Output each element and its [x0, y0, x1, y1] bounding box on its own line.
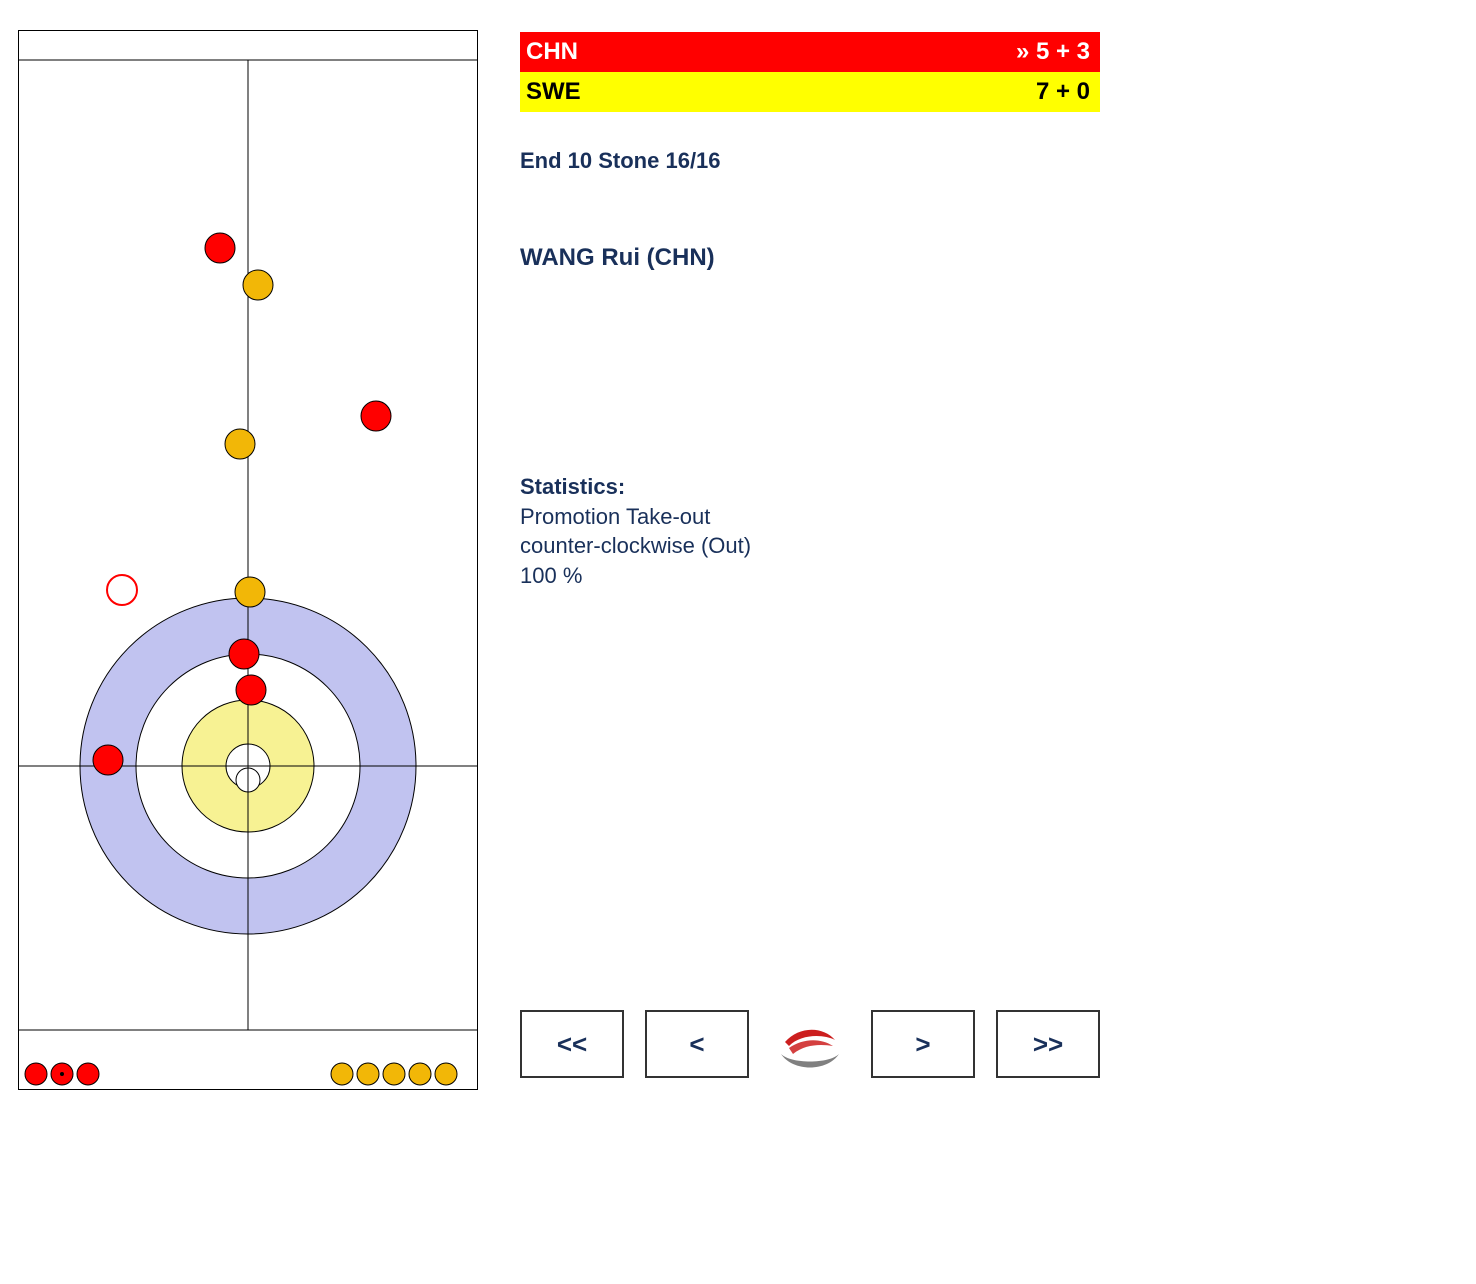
team-b-code: SWE: [526, 78, 581, 106]
curling-sheet-svg: [18, 30, 478, 1090]
score-row-team-a: CHN » 5 + 3: [520, 32, 1100, 72]
next-button[interactable]: >: [871, 1010, 975, 1078]
info-panel: CHN » 5 + 3 SWE 7 + 0 End 10 Stone 16/16…: [520, 32, 1100, 591]
statistics-line: 100 %: [520, 561, 1100, 591]
team-a-score: » 5 + 3: [1016, 38, 1090, 66]
statistics-line: Promotion Take-out: [520, 502, 1100, 532]
player-line: WANG Rui (CHN): [520, 244, 1100, 272]
team-b-score: 7 + 0: [1036, 78, 1090, 106]
prev-button[interactable]: <: [645, 1010, 749, 1078]
nav-row: << < > >>: [520, 1010, 1100, 1078]
last-button[interactable]: >>: [996, 1010, 1100, 1078]
team-a-code: CHN: [526, 38, 578, 66]
statistics-line: counter-clockwise (Out): [520, 531, 1100, 561]
statistics-block: Statistics: Promotion Take-out counter-c…: [520, 472, 1100, 591]
score-row-team-b: SWE 7 + 0: [520, 72, 1100, 112]
end-stone-line: End 10 Stone 16/16: [520, 148, 1100, 174]
curling-logo-icon: [770, 1012, 850, 1076]
first-button[interactable]: <<: [520, 1010, 624, 1078]
curling-sheet: [18, 30, 478, 1095]
statistics-header: Statistics:: [520, 472, 1100, 502]
